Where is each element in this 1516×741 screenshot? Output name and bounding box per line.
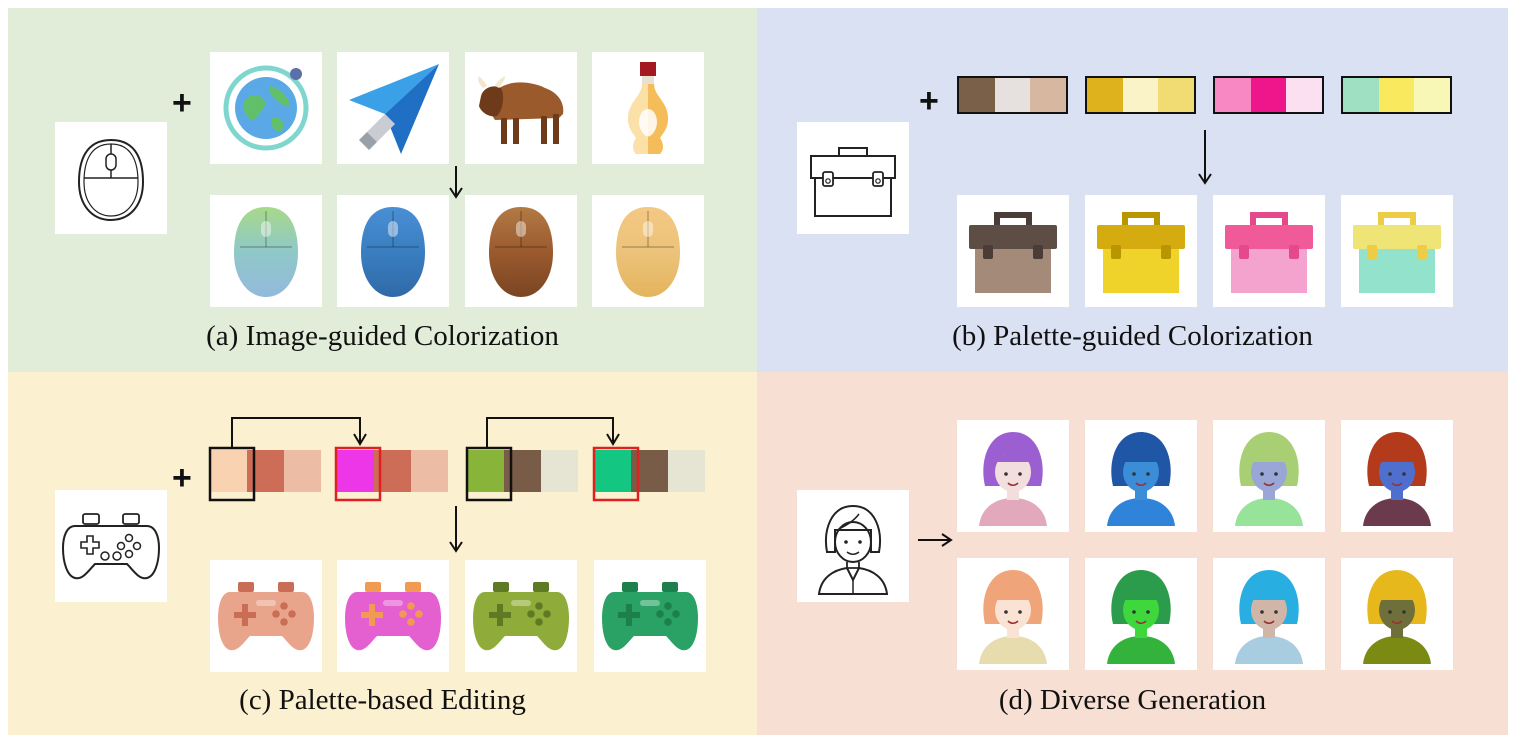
palette-swatch <box>1343 78 1379 112</box>
palette-swatch <box>959 78 995 112</box>
palette-swatch <box>668 450 705 492</box>
mouse-icon <box>465 195 577 307</box>
palette-swatch <box>1250 78 1287 112</box>
girl-avatar-icon <box>1341 420 1453 532</box>
palette-swatch <box>284 450 321 492</box>
palette-swatch <box>594 450 631 492</box>
mouse-sketch-icon <box>55 122 167 234</box>
palette-swatch <box>541 450 578 492</box>
caption-d: (d) Diverse Generation <box>998 684 1267 716</box>
mouse-icon <box>337 195 449 307</box>
caption-a: (a) Image-guided Colorization <box>206 320 559 352</box>
arrow-right-d <box>918 533 953 547</box>
girl-avatar-icon <box>957 420 1069 532</box>
toolbox-icon <box>1213 195 1325 307</box>
color-palette <box>1341 76 1452 114</box>
color-palette <box>1085 76 1196 114</box>
palette-swatch <box>411 450 448 492</box>
palette-swatch <box>1087 78 1123 112</box>
palette-swatch <box>337 450 374 492</box>
palette-swatch <box>210 450 247 492</box>
palette-swatch <box>1122 78 1159 112</box>
toolbox-sketch-icon <box>797 122 909 234</box>
palette-swatch <box>1030 78 1067 112</box>
palette-swatch <box>1378 78 1415 112</box>
paper-plane-icon <box>337 52 449 164</box>
bison-icon <box>465 52 577 164</box>
girl-avatar-icon <box>957 558 1069 670</box>
girl-avatar-icon <box>1341 558 1453 670</box>
girl-avatar-icon <box>1213 420 1325 532</box>
palette-swatch <box>1286 78 1323 112</box>
caption-b: (b) Palette-guided Colorization <box>952 320 1313 352</box>
plus-sign-a: + <box>172 84 192 122</box>
girl-avatar-icon <box>1085 558 1197 670</box>
color-palette <box>337 450 448 492</box>
color-palette <box>957 76 1068 114</box>
gamepad-icon <box>594 560 706 672</box>
mouse-icon <box>210 195 322 307</box>
bottle-icon <box>592 52 704 164</box>
toolbox-icon <box>957 195 1069 307</box>
gamepad-sketch-icon <box>55 490 167 602</box>
palette-swatch <box>467 450 504 492</box>
caption-c: (c) Palette-based Editing <box>239 684 526 716</box>
arrow-down-a <box>449 166 463 199</box>
gamepad-icon <box>210 560 322 672</box>
mouse-icon <box>592 195 704 307</box>
plus-sign-b: + <box>919 82 939 120</box>
palette-swatch <box>1215 78 1251 112</box>
palette-swatch <box>1414 78 1451 112</box>
color-palette <box>1213 76 1324 114</box>
gamepad-icon <box>337 560 449 672</box>
toolbox-icon <box>1341 195 1453 307</box>
arrow-down-b <box>1198 130 1212 185</box>
palette-swatch <box>994 78 1031 112</box>
plus-sign-c: + <box>172 459 192 497</box>
toolbox-icon <box>1085 195 1197 307</box>
gamepad-icon <box>465 560 577 672</box>
edit-arrows <box>208 417 640 553</box>
girl-sketch-icon <box>797 490 909 602</box>
globe-icon <box>210 52 322 164</box>
girl-avatar-icon <box>1085 420 1197 532</box>
girl-avatar-icon <box>1213 558 1325 670</box>
palette-swatch <box>1158 78 1195 112</box>
